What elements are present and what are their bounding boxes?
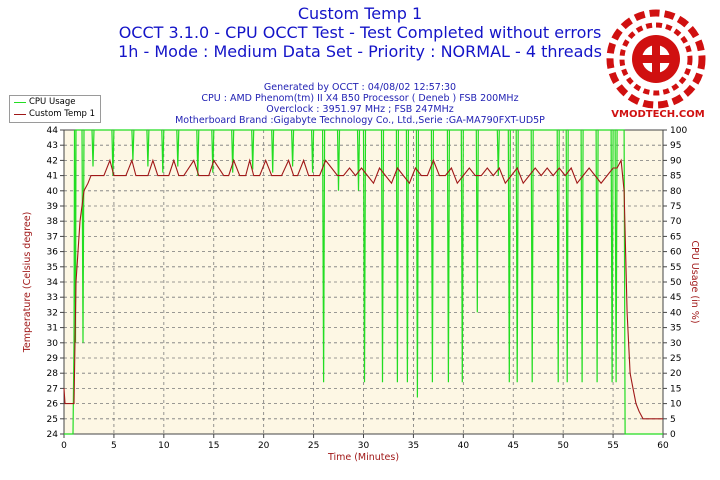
y-left-tick-label: 33: [47, 293, 58, 303]
y-left-tick-label: 36: [47, 248, 59, 258]
y-right-tick-label: 0: [670, 430, 676, 440]
legend-item-custom-temp: Custom Temp 1: [10, 108, 100, 120]
x-tick-label: 30: [358, 441, 370, 451]
y-left-tick-label: 37: [47, 232, 58, 242]
y-right-tick-label: 65: [670, 232, 681, 242]
y-left-tick-label: 34: [47, 278, 59, 288]
y-right-tick-label: 60: [670, 248, 682, 258]
y-right-tick-label: 85: [670, 172, 681, 182]
x-tick-label: 45: [508, 441, 519, 451]
y-right-tick-label: 10: [670, 400, 682, 410]
y-left-tick-label: 42: [47, 156, 58, 166]
y-left-tick-label: 35: [47, 263, 58, 273]
x-axis-label: Time (Minutes): [327, 452, 399, 463]
chart-legend: CPU Usage Custom Temp 1: [9, 95, 101, 123]
x-tick-label: 5: [111, 441, 117, 451]
y-left-tick-label: 43: [47, 141, 58, 151]
y-right-tick-label: 30: [670, 339, 682, 349]
y-right-axis-label: CPU Usage (in %): [689, 240, 700, 323]
y-left-tick-label: 39: [47, 202, 59, 212]
series-group: [63, 129, 663, 435]
y-left-tick-label: 25: [47, 415, 58, 425]
x-tick-label: 35: [408, 441, 419, 451]
y-left-tick-label: 31: [47, 324, 58, 334]
y-right-tick-label: 15: [670, 384, 681, 394]
chart-title: Custom Temp 1: [297, 4, 423, 23]
y-left-tick-label: 32: [47, 308, 58, 318]
y-right-tick-label: 35: [670, 324, 681, 334]
x-tick-label: 60: [657, 441, 669, 451]
y-left-tick-label: 27: [47, 384, 58, 394]
vmodtech-logo: [606, 9, 706, 109]
legend-swatch-cpu-usage: [14, 102, 26, 103]
grid-lines: [64, 130, 663, 434]
x-tick-label: 40: [458, 441, 470, 451]
y-right-tick-label: 5: [670, 415, 676, 425]
y-right-tick-label: 50: [670, 278, 682, 288]
x-tick-label: 10: [158, 441, 170, 451]
y-right-tick-label: 40: [670, 308, 682, 318]
y-left-axis-label: Temperature (Celsius degree): [22, 212, 33, 354]
info-cpu: CPU : AMD Phenom(tm) II X4 B50 Processor…: [201, 93, 519, 104]
y-left-tick-label: 24: [47, 430, 59, 440]
y-left-tick-label: 40: [47, 187, 59, 197]
y-right-tick-label: 45: [670, 293, 681, 303]
x-tick-label: 25: [308, 441, 319, 451]
logo-text: VMODTECH.COM: [611, 109, 705, 120]
info-generated: Generated by OCCT : 04/08/02 12:57:30: [263, 82, 457, 93]
y-right-tick-label: 95: [670, 141, 681, 151]
y-left-tick-label: 30: [47, 339, 59, 349]
y-left-tick-label: 38: [47, 217, 59, 227]
info-overclock: Overclock : 3951.97 MHz ; FSB 247MHz: [266, 104, 454, 115]
x-tick-label: 50: [557, 441, 569, 451]
x-tick-label: 15: [208, 441, 219, 451]
chart-axes: 0 5 10 15 20 25 30 35 40 45 50 55 602425262728293031…: [47, 126, 688, 451]
y-right-tick-label: 100: [670, 126, 687, 136]
y-right-tick-label: 70: [670, 217, 682, 227]
legend-label-cpu-usage: CPU Usage: [29, 97, 76, 107]
y-left-tick-label: 28: [47, 369, 59, 379]
y-right-tick-label: 20: [670, 369, 682, 379]
series-line-custom-temp: [63, 158, 663, 420]
chart-subtitle-mode: 1h - Mode : Medium Data Set - Priority :…: [118, 42, 602, 61]
legend-item-cpu-usage: CPU Usage: [10, 96, 100, 108]
y-left-tick-label: 26: [47, 400, 59, 410]
y-right-tick-label: 55: [670, 263, 681, 273]
y-right-tick-label: 80: [670, 187, 682, 197]
y-right-tick-label: 75: [670, 202, 681, 212]
legend-swatch-custom-temp: [14, 114, 26, 115]
x-tick-label: 0: [61, 441, 67, 451]
y-left-tick-label: 44: [47, 126, 59, 136]
legend-label-custom-temp: Custom Temp 1: [29, 109, 96, 119]
y-right-tick-label: 25: [670, 354, 681, 364]
info-motherboard: Motherboard Brand :Gigabyte Technology C…: [175, 115, 545, 126]
y-left-tick-label: 41: [47, 172, 58, 182]
axis-labels: Time (Minutes) Temperature (Celsius degre…: [22, 212, 700, 463]
y-left-tick-label: 29: [47, 354, 59, 364]
x-tick-label: 20: [258, 441, 270, 451]
y-right-tick-label: 90: [670, 156, 682, 166]
chart-subtitle-test: OCCT 3.1.0 - CPU OCCT Test - Test Comple…: [118, 23, 602, 42]
series-line-cpu-usage: [64, 129, 663, 435]
x-tick-label: 55: [607, 441, 618, 451]
